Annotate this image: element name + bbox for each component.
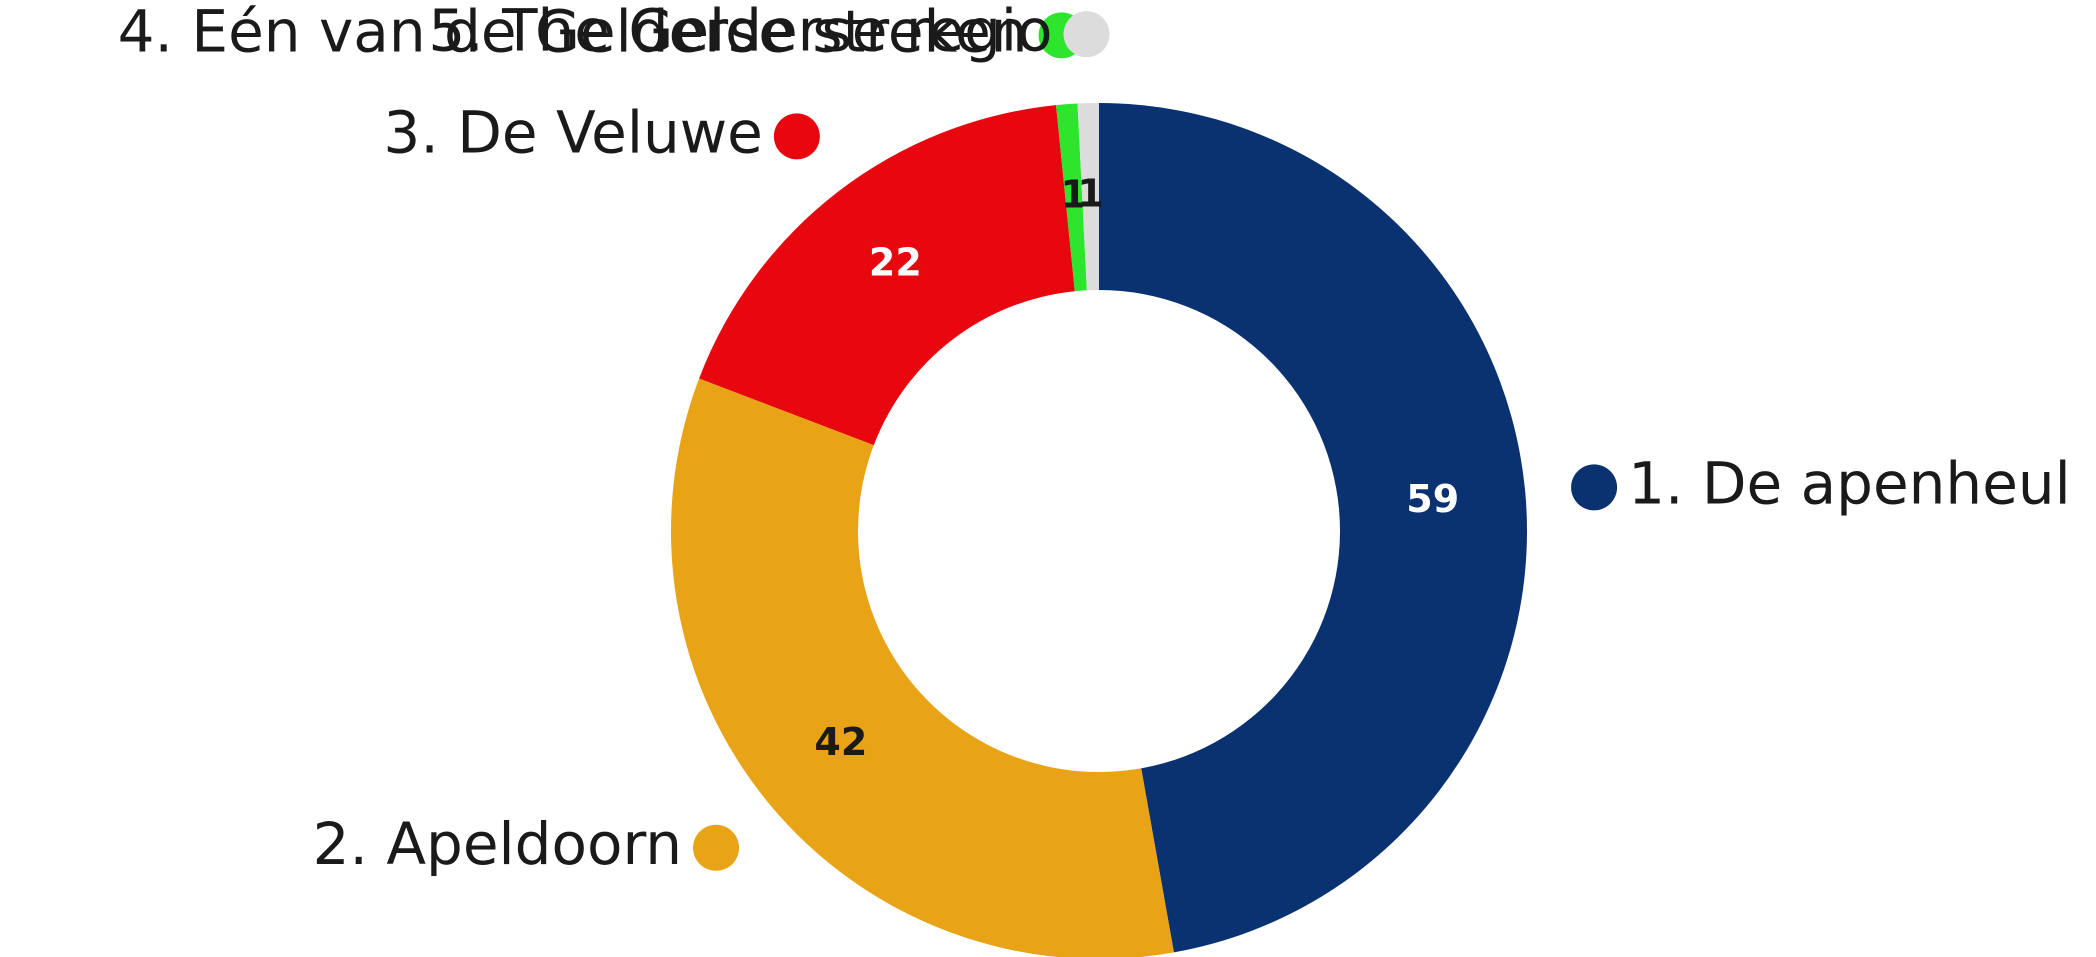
value-label: 42 bbox=[814, 720, 867, 764]
category-label: 1. De apenheul bbox=[1628, 449, 2071, 517]
value-label: 59 bbox=[1406, 477, 1459, 521]
legend-dot bbox=[693, 824, 740, 871]
category-label: 5. The Gelderse regio bbox=[428, 0, 1052, 64]
value-label: 1 bbox=[1077, 172, 1103, 216]
slice bbox=[1056, 103, 1087, 292]
slice bbox=[671, 378, 1174, 957]
slice bbox=[1099, 103, 1527, 953]
slice bbox=[1077, 103, 1099, 291]
legend-dot bbox=[1571, 464, 1618, 511]
slice bbox=[699, 105, 1075, 446]
legend-dot bbox=[773, 113, 820, 160]
legend-dot bbox=[1063, 11, 1110, 58]
category-label: 4. Eén van de Gelderse streken bbox=[118, 0, 1028, 66]
value-label: 22 bbox=[869, 241, 922, 285]
category-label: 2. Apeldoorn bbox=[313, 810, 682, 878]
category-label: 3. De Veluwe bbox=[383, 98, 762, 166]
